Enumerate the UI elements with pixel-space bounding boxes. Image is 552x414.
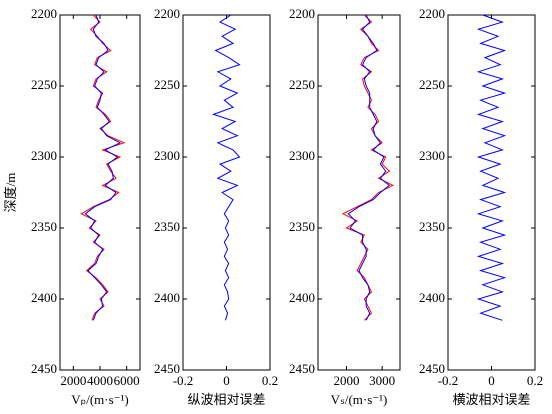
y-tick-label: 2250	[289, 77, 315, 92]
log-curve	[476, 14, 507, 321]
plot-frame	[317, 14, 401, 371]
x-axis-label: 纵波相对误差	[187, 392, 265, 407]
x-tick-label: -0.2	[173, 373, 194, 388]
x-tick-label: 4000	[87, 373, 113, 388]
y-tick-label: 2200	[289, 6, 315, 21]
y-tick-label: 2300	[419, 148, 445, 163]
y-tick-label: 2200	[154, 6, 180, 21]
x-axis-label: Vₛ/(m·s⁻¹)	[331, 392, 388, 407]
y-tick-label: 2450	[419, 361, 445, 376]
y-tick-label: 2400	[289, 290, 315, 305]
y-tick-label: 2250	[31, 77, 57, 92]
x-axis-label: Vₚ/(m·s⁻¹)	[71, 392, 128, 407]
log-curve	[347, 14, 391, 321]
y-tick-label: 2300	[289, 148, 315, 163]
x-tick-label: 2000	[334, 373, 360, 388]
y-tick-label: 2400	[154, 290, 180, 305]
log-curve	[341, 14, 394, 321]
x-tick-label: 0.2	[527, 373, 543, 388]
y-tick-label: 2300	[31, 148, 57, 163]
y-tick-label: 2350	[154, 219, 180, 234]
y-tick-label: 2350	[419, 219, 445, 234]
y-tick-label: 2300	[154, 148, 180, 163]
x-tick-label: 6000	[114, 373, 140, 388]
log-curve	[80, 14, 126, 321]
y-tick-label: 2450	[289, 361, 315, 376]
y-tick-label: 2350	[289, 219, 315, 234]
x-tick-label: 3000	[369, 373, 395, 388]
y-tick-label: 2350	[31, 219, 57, 234]
y-tick-label: 2400	[419, 290, 445, 305]
y-tick-label: 2250	[154, 77, 180, 92]
y-tick-label: 2450	[154, 361, 180, 376]
y-axis-label: 深度/m	[3, 173, 18, 213]
y-tick-label: 2400	[31, 290, 57, 305]
x-tick-label: 2000	[60, 373, 86, 388]
log-curve	[211, 14, 241, 321]
y-tick-label: 2200	[419, 6, 445, 21]
y-tick-label: 2200	[31, 6, 57, 21]
y-tick-label: 2450	[31, 361, 57, 376]
log-curve	[84, 14, 122, 321]
x-tick-label: 0	[223, 373, 230, 388]
x-tick-label: -0.2	[438, 373, 459, 388]
x-tick-label: 0	[488, 373, 495, 388]
x-tick-label: 0.2	[262, 373, 278, 388]
y-tick-label: 2250	[419, 77, 445, 92]
x-axis-label: 横波相对误差	[452, 392, 530, 407]
